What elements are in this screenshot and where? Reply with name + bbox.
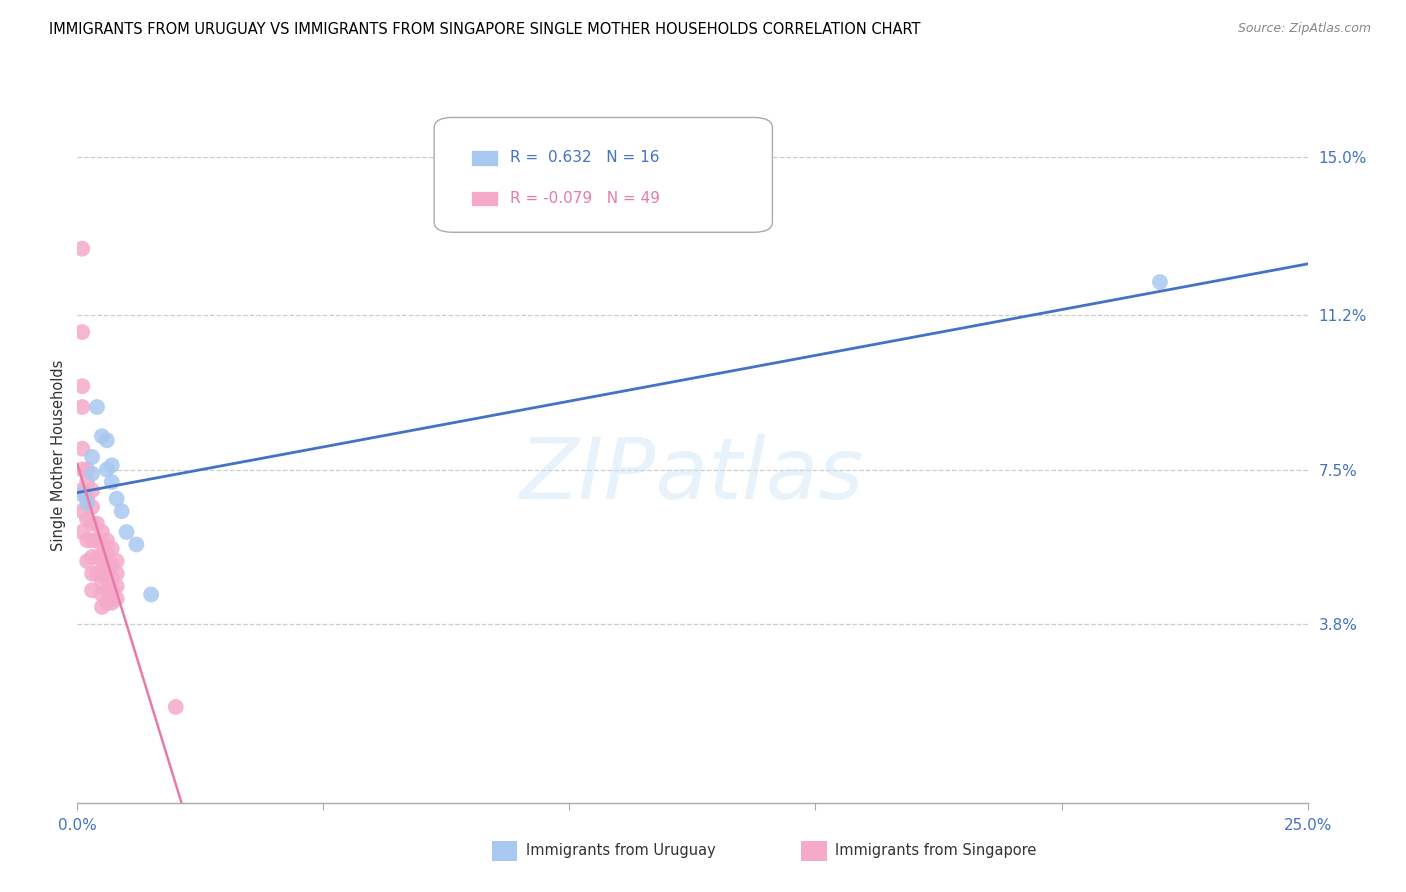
- Point: [96, 583, 118, 598]
- Text: Immigrants from Uruguay: Immigrants from Uruguay: [526, 844, 716, 858]
- Point: [90, 562, 114, 576]
- Text: R =  0.632   N = 16: R = 0.632 N = 16: [510, 151, 659, 166]
- Point: [101, 596, 124, 610]
- Point: [82, 500, 104, 514]
- Point: [70, 442, 93, 456]
- Point: [90, 524, 114, 539]
- Text: R = -0.079   N = 49: R = -0.079 N = 49: [510, 191, 661, 206]
- Point: [96, 546, 118, 560]
- Point: [82, 583, 104, 598]
- Point: [96, 571, 118, 585]
- Point: [70, 524, 93, 539]
- Point: [101, 475, 124, 489]
- Point: [101, 571, 124, 585]
- Point: [82, 566, 104, 581]
- Point: [105, 491, 128, 506]
- Point: [90, 429, 114, 443]
- Point: [165, 700, 187, 714]
- Point: [70, 462, 93, 476]
- Point: [96, 533, 118, 548]
- Point: [82, 467, 104, 481]
- Point: [76, 554, 98, 568]
- Text: ZIPatlas: ZIPatlas: [520, 434, 865, 517]
- Point: [76, 491, 98, 506]
- Point: [105, 566, 128, 581]
- Point: [70, 487, 93, 501]
- Point: [90, 549, 114, 564]
- Point: [76, 475, 98, 489]
- Point: [70, 504, 93, 518]
- Text: Source: ZipAtlas.com: Source: ZipAtlas.com: [1237, 22, 1371, 36]
- Point: [141, 587, 163, 601]
- Point: [1149, 275, 1171, 289]
- Point: [96, 558, 118, 573]
- Point: [82, 483, 104, 498]
- Point: [90, 587, 114, 601]
- Point: [90, 537, 114, 551]
- Point: [76, 496, 98, 510]
- Y-axis label: Single Mother Households: Single Mother Households: [51, 359, 66, 550]
- Point: [76, 512, 98, 526]
- Point: [86, 400, 108, 414]
- Point: [96, 434, 118, 448]
- Point: [86, 516, 108, 531]
- Point: [101, 458, 124, 473]
- Point: [86, 549, 108, 564]
- Bar: [471, 191, 498, 206]
- Text: IMMIGRANTS FROM URUGUAY VS IMMIGRANTS FROM SINGAPORE SINGLE MOTHER HOUSEHOLDS CO: IMMIGRANTS FROM URUGUAY VS IMMIGRANTS FR…: [49, 22, 921, 37]
- Point: [70, 325, 93, 339]
- Point: [70, 400, 93, 414]
- Point: [82, 533, 104, 548]
- Point: [76, 533, 98, 548]
- Point: [101, 583, 124, 598]
- Point: [115, 524, 138, 539]
- Point: [82, 549, 104, 564]
- Point: [125, 537, 148, 551]
- Point: [86, 533, 108, 548]
- Point: [101, 541, 124, 556]
- Point: [105, 579, 128, 593]
- Text: Immigrants from Singapore: Immigrants from Singapore: [835, 844, 1036, 858]
- Point: [105, 591, 128, 606]
- Point: [101, 558, 124, 573]
- Point: [111, 504, 132, 518]
- Point: [82, 516, 104, 531]
- Point: [90, 574, 114, 589]
- Point: [70, 379, 93, 393]
- Point: [105, 554, 128, 568]
- Point: [96, 462, 118, 476]
- Point: [70, 242, 93, 256]
- Point: [76, 462, 98, 476]
- Bar: [471, 151, 498, 166]
- Point: [90, 599, 114, 614]
- Point: [96, 596, 118, 610]
- Point: [70, 483, 93, 498]
- FancyBboxPatch shape: [434, 118, 772, 232]
- Point: [86, 566, 108, 581]
- Point: [82, 450, 104, 464]
